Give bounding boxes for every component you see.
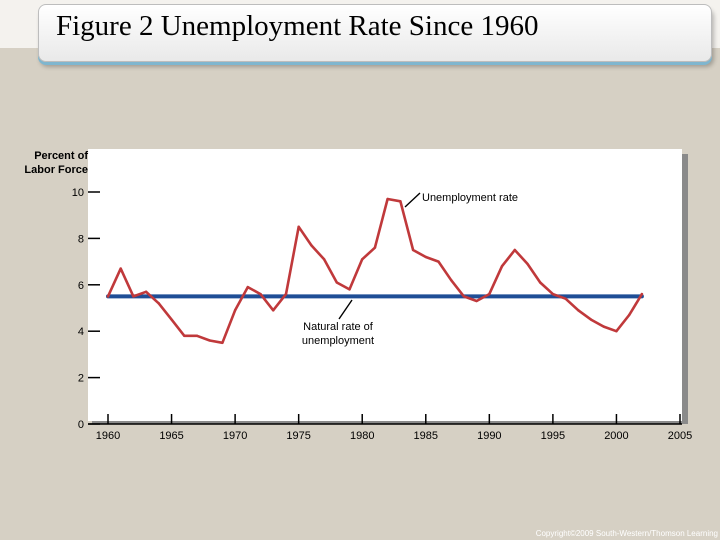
unemployment-point (615, 330, 618, 333)
plot-area (88, 149, 682, 421)
unemployment-point (246, 285, 250, 289)
unemployment-point (348, 288, 351, 291)
unemployment-point (437, 260, 440, 263)
y-tick-label: 0 (78, 419, 84, 431)
unemployment-point (640, 292, 644, 296)
series-lines (106, 197, 644, 345)
unemployment-point (424, 255, 427, 259)
unemployment-point (513, 248, 516, 252)
x-tick-label: 1975 (286, 430, 310, 442)
unemployment-point (361, 258, 364, 261)
y-tick-label: 10 (72, 187, 84, 199)
unemployment-point (106, 295, 110, 298)
unemployment-point (233, 309, 237, 312)
x-tick-label: 2005 (668, 430, 692, 442)
unemployment-point (195, 334, 199, 338)
x-tick-label: 1985 (414, 430, 438, 442)
unemployment-point (322, 258, 326, 261)
axes: 0 2 4 6 8 10 1960 1965 1970 1975 1980 1985 1990 1995 2… (72, 187, 692, 442)
unemployment-point (335, 281, 338, 284)
unemployment-point (284, 292, 288, 296)
y-axis-label-line2: Labor Force (24, 164, 88, 176)
unemployment-point (399, 200, 402, 203)
unemployment-point (411, 248, 415, 252)
unemployment-rate-callout: Unemployment rate (422, 192, 518, 204)
unemployment-rate-callout-leader (404, 192, 421, 208)
natural-rate-callout-line2: unemployment (302, 335, 374, 347)
unemployment-point (310, 244, 313, 247)
unemployment-point (475, 299, 478, 303)
annotations: Unemployment rate Natural rate of unempl… (302, 192, 518, 347)
unemployment-point (272, 309, 275, 312)
x-tick-label: 1990 (477, 430, 501, 442)
natural-rate-callout-leader (338, 299, 353, 320)
unemployment-point (157, 302, 161, 305)
unemployment-point (488, 292, 491, 296)
unemployment-point (119, 267, 122, 270)
slide-title-banner (38, 4, 712, 62)
unemployment-point (373, 246, 377, 249)
y-tick-label: 8 (78, 233, 84, 245)
unemployment-point (627, 313, 631, 317)
unemployment-point (221, 341, 224, 344)
unemployment-point (538, 281, 542, 284)
unemployment-point (526, 262, 529, 266)
x-tick-label: 1960 (96, 430, 120, 442)
y-tick-label: 2 (78, 373, 84, 385)
copyright-notice: Copyright©2009 South-Western/Thomson Lea… (535, 529, 718, 538)
unemployment-point (577, 309, 580, 312)
natural-rate-callout-line1: Natural rate of (303, 321, 374, 333)
unemployment-point (602, 325, 605, 328)
unemployment-point (462, 295, 466, 298)
x-tick-label: 1995 (541, 430, 565, 442)
y-axis-label-line1: Percent of (34, 150, 88, 162)
unemployment-point (132, 295, 135, 298)
unemployment-point (450, 278, 453, 282)
slide-title: Figure 2 Unemployment Rate Since 1960 (56, 10, 539, 42)
x-tick-label: 1980 (350, 430, 374, 442)
x-tick-label: 1965 (159, 430, 183, 442)
unemployment-point (551, 292, 555, 296)
y-tick-label: 4 (78, 326, 84, 338)
unemployment-point (564, 297, 567, 300)
unemployment-point (170, 318, 173, 321)
unemployment-point (208, 339, 211, 342)
unemployment-point (297, 225, 300, 228)
unemployment-point (144, 290, 148, 293)
unemployment-point (183, 334, 186, 338)
unemployment-point (386, 197, 389, 201)
unemployment-point (500, 265, 504, 268)
unemployment-point (259, 292, 262, 296)
x-tick-label: 1970 (223, 430, 247, 442)
unemployment-point (589, 318, 593, 321)
y-tick-label: 6 (78, 280, 84, 292)
x-tick-label: 2000 (604, 430, 628, 442)
